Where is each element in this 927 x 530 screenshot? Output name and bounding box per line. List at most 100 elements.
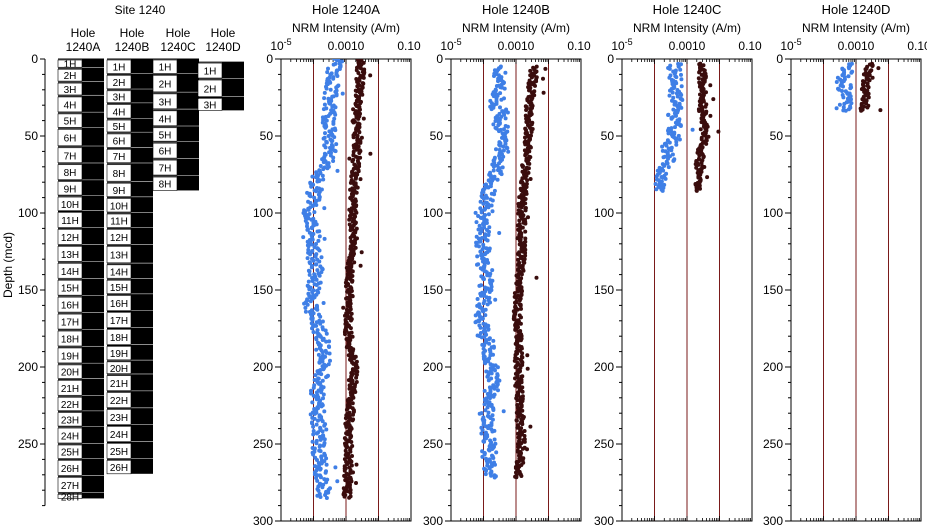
data-point <box>505 110 510 115</box>
data-point <box>513 327 518 332</box>
data-point <box>523 153 528 158</box>
core-label-box <box>57 196 83 211</box>
depth-tick-label: 100 <box>18 206 38 220</box>
core-label-box <box>106 149 132 164</box>
data-point <box>699 137 704 142</box>
data-point <box>485 374 490 379</box>
data-point <box>334 142 339 147</box>
data-point <box>302 301 307 306</box>
core-recovery-bar <box>131 391 153 408</box>
y-tick-label: 0 <box>436 52 443 66</box>
data-point <box>834 106 839 111</box>
data-point <box>355 84 360 89</box>
data-point <box>331 155 336 160</box>
core-label: 1H <box>204 67 217 78</box>
data-point <box>492 386 497 391</box>
data-point <box>482 439 487 444</box>
data-point <box>848 86 853 91</box>
core-label-box <box>106 119 132 133</box>
x-tick-label: 10-5 <box>270 37 291 53</box>
core-recovery-bar <box>222 79 244 97</box>
data-point <box>311 452 316 457</box>
core-recovery-bar <box>222 62 244 79</box>
scatter-series <box>653 61 695 193</box>
data-point <box>313 254 318 259</box>
data-point <box>309 217 314 222</box>
data-point <box>315 478 320 483</box>
data-point <box>670 90 675 95</box>
data-point <box>314 441 319 446</box>
data-point <box>314 431 319 436</box>
data-point <box>323 125 328 130</box>
data-point <box>329 139 334 144</box>
data-point <box>327 345 332 349</box>
data-point <box>849 70 854 75</box>
panel-title: Hole 1240D <box>822 2 891 17</box>
data-point <box>320 319 325 324</box>
data-point <box>318 475 323 480</box>
core-recovery-bar <box>82 59 104 68</box>
data-point <box>493 368 497 373</box>
data-point <box>351 149 356 154</box>
data-point <box>697 153 702 158</box>
data-point <box>528 424 533 429</box>
data-point <box>528 145 533 150</box>
data-point <box>350 454 354 458</box>
data-point <box>351 135 356 140</box>
core-label: 6H <box>113 137 126 148</box>
data-point <box>481 293 486 298</box>
data-point <box>520 422 525 427</box>
data-point <box>487 290 492 294</box>
data-point <box>523 135 527 140</box>
data-point <box>495 177 500 182</box>
data-point <box>654 187 659 192</box>
depth-tick-label: 200 <box>18 360 38 374</box>
core-label: 18H <box>61 335 79 346</box>
data-point <box>866 85 871 90</box>
core-label-box <box>57 347 83 364</box>
data-point <box>486 359 491 364</box>
data-point <box>310 318 315 322</box>
hole-label-top: Hole <box>166 26 191 40</box>
core-label: 14H <box>110 268 128 279</box>
data-point <box>485 302 490 307</box>
core-label-box <box>57 444 83 459</box>
core-recovery-bar <box>177 176 199 191</box>
data-point <box>309 388 313 393</box>
core-label-box <box>106 229 132 245</box>
core-recovery-bar <box>82 427 104 443</box>
data-point <box>841 84 845 89</box>
data-point <box>523 208 528 213</box>
core-label: 21H <box>61 384 79 395</box>
data-point <box>663 176 668 181</box>
core-label: 2H <box>64 71 77 82</box>
data-point <box>481 301 486 306</box>
core-recovery-bar <box>82 196 104 211</box>
data-point <box>326 134 331 138</box>
data-point <box>492 192 497 197</box>
data-point <box>323 145 328 150</box>
core-recovery-bar <box>131 408 153 425</box>
core-recovery-bar <box>82 444 104 459</box>
data-point <box>496 79 500 84</box>
data-point <box>356 116 361 121</box>
data-point <box>698 186 702 191</box>
core-recovery-bar <box>131 425 153 442</box>
core-label: 23H <box>110 413 128 424</box>
data-point <box>357 151 362 155</box>
data-point <box>323 131 327 136</box>
data-point <box>696 76 701 81</box>
core-recovery-bar <box>82 296 104 313</box>
data-point <box>315 268 320 273</box>
data-point <box>845 91 850 96</box>
data-point <box>361 116 366 121</box>
data-point <box>487 448 492 453</box>
data-point <box>312 195 317 200</box>
y-tick-label: 300 <box>763 514 783 528</box>
data-point <box>354 190 359 195</box>
data-point <box>477 283 482 288</box>
core-recovery-bar <box>82 112 104 128</box>
data-point <box>320 485 325 490</box>
data-point <box>523 236 528 241</box>
